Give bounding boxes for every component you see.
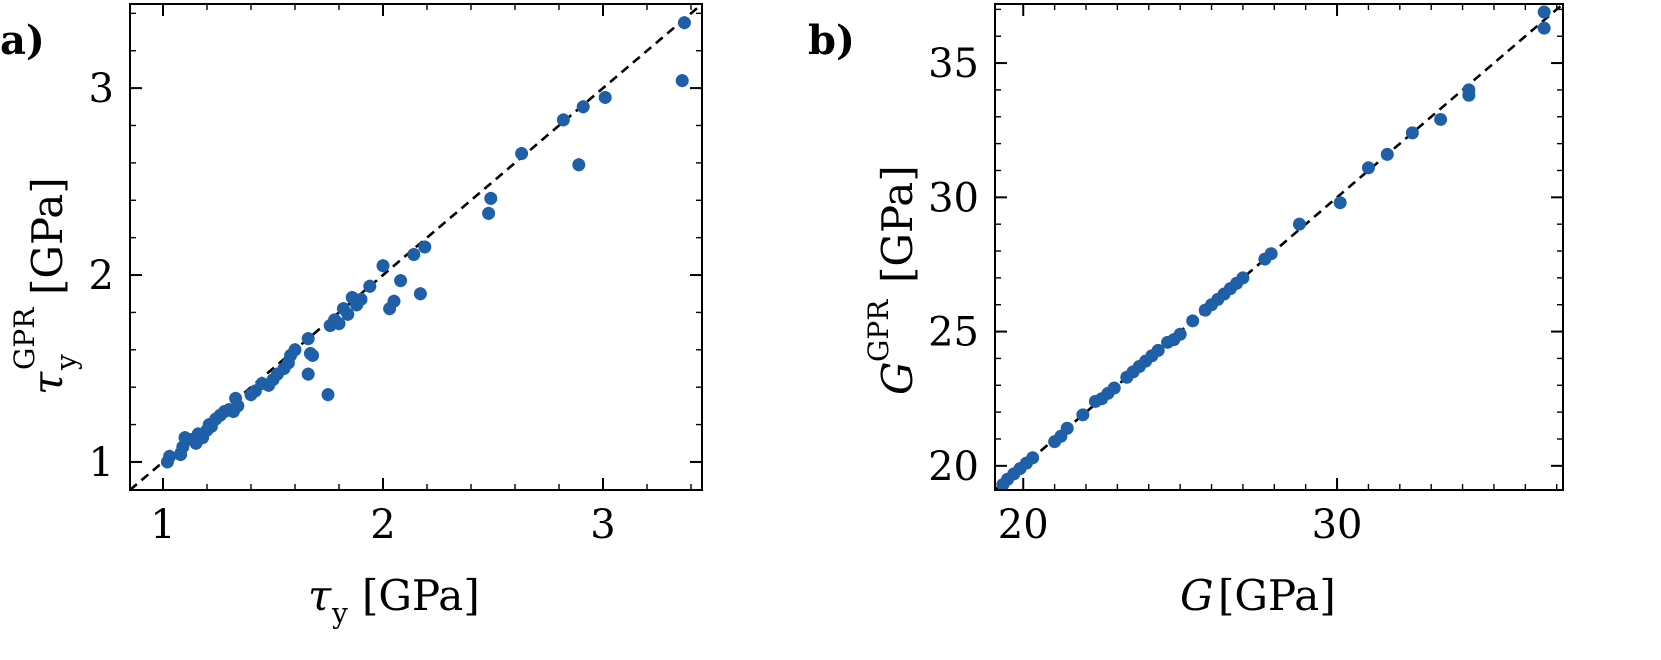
panel-a-data-point: [306, 348, 320, 362]
panel-b-data-point: [1333, 196, 1347, 210]
panel-a-x-tick-label: 1: [150, 502, 175, 548]
panel-a-y-tick-label: 1: [89, 440, 114, 486]
panel-b-x-tick-label: 20: [998, 502, 1049, 548]
panel-a-ylabel-unit: [GPa]: [23, 177, 72, 295]
panel-a-data-point: [332, 317, 346, 331]
panel-a-xlabel-unit: [GPa]: [362, 571, 480, 620]
panel-a-ylabel-sub: y: [50, 354, 83, 371]
panel-a-ylabel-symbol: τ: [23, 371, 72, 395]
panel-a: a) τ y [GPa] τ y GPR [GPa] 1 2 3 1 2 3: [0, 3, 703, 630]
panel-a-data-point: [413, 287, 427, 301]
panel-a-data-point: [576, 100, 590, 114]
panel-a-data-point: [484, 191, 498, 205]
panel-b-xlabel-unit: [GPa]: [1218, 571, 1336, 620]
panel-b-data-point: [1292, 217, 1306, 231]
panel-b-data-point: [1380, 147, 1394, 161]
panel-b-data-point: [1186, 314, 1200, 328]
panel-b-data-point: [1264, 247, 1278, 261]
panel-a-data-point: [376, 259, 390, 273]
panel-a-x-tick-label: 3: [590, 502, 615, 548]
panel-a-xlabel-sub: y: [331, 597, 348, 630]
panel-b-data-point: [1060, 421, 1074, 435]
panel-a-data-point: [231, 399, 245, 413]
panel-a-data-point: [515, 147, 529, 161]
panel-b-xlabel-symbol: G: [1180, 571, 1214, 620]
panel-b-ylabel-symbol: G: [873, 361, 922, 395]
panel-b-x-tick-label: 30: [1312, 502, 1363, 548]
panel-a-data-point: [556, 113, 570, 127]
panel-a-data-point: [354, 292, 368, 306]
panel-b-data-point: [1151, 343, 1165, 357]
panel-a-ylabel-sup: GPR: [8, 307, 41, 370]
panel-a-x-tick-label: 2: [370, 502, 395, 548]
panel-a-data-point: [363, 279, 377, 293]
panel-a-x-axis-label: τ y [GPa]: [308, 571, 480, 630]
panel-b-y-tick-label: 35: [928, 41, 979, 87]
panel-b-ylabel-unit: [GPa]: [873, 165, 922, 283]
panel-a-data-point: [387, 294, 401, 308]
panel-b-data-point: [1236, 271, 1250, 285]
panel-a-data-point: [288, 343, 302, 357]
panel-b-data-point: [1405, 126, 1419, 140]
panel-a-data-point: [301, 367, 315, 381]
panel-a-points: [160, 16, 691, 469]
panel-b-data-point: [1537, 21, 1551, 35]
panel-b-data-point: [1076, 408, 1090, 422]
panel-b-data-point: [1537, 5, 1551, 19]
panel-a-y-tick-label: 2: [89, 253, 114, 299]
panel-b-data-point: [1107, 381, 1121, 395]
panel-b-y-axis-label: G GPR [GPa]: [862, 165, 922, 395]
panel-a-data-point: [598, 90, 612, 104]
panel-b-axes-frame: [994, 3, 1564, 491]
panel-b-label: b): [808, 17, 855, 64]
panel-b-data-point: [1361, 161, 1375, 175]
panel-b-x-axis-label: G [GPa]: [1180, 571, 1336, 620]
panel-a-data-point: [418, 240, 432, 254]
panel-a-data-point: [482, 206, 496, 220]
panel-a-data-point: [407, 247, 421, 261]
panel-b-points: [996, 5, 1551, 490]
panel-a-y-tick-label: 3: [89, 66, 114, 112]
panel-a-data-point: [301, 332, 315, 346]
panel-a-data-point: [572, 158, 586, 172]
panel-a-data-point: [394, 274, 408, 288]
panel-b-data-point: [1434, 112, 1448, 126]
panel-b-ylabel-sup: GPR: [862, 299, 895, 362]
panel-a-label: a): [0, 17, 45, 64]
panel-a-data-point: [321, 388, 335, 402]
panel-a-data-point: [675, 74, 689, 88]
panel-a-xlabel-symbol: τ: [308, 571, 332, 620]
panel-b-data-point: [1173, 327, 1187, 341]
panel-a-data-point: [341, 307, 355, 321]
panel-b-data-point: [1026, 451, 1040, 465]
panel-b: b) G [GPa] G GPR [GPa] 20 30 20 25 30 35: [808, 3, 1564, 620]
panel-b-y-tick-label: 20: [928, 444, 979, 490]
panel-b-y-tick-label: 25: [928, 310, 979, 356]
panel-a-y-axis-label: τ y GPR [GPa]: [8, 177, 83, 395]
panel-b-data-point: [1462, 88, 1476, 102]
panel-b-y-tick-label: 30: [928, 175, 979, 221]
panel-a-axes-frame: [129, 3, 703, 491]
panel-a-data-point: [163, 449, 177, 463]
panel-a-data-point: [677, 16, 691, 30]
